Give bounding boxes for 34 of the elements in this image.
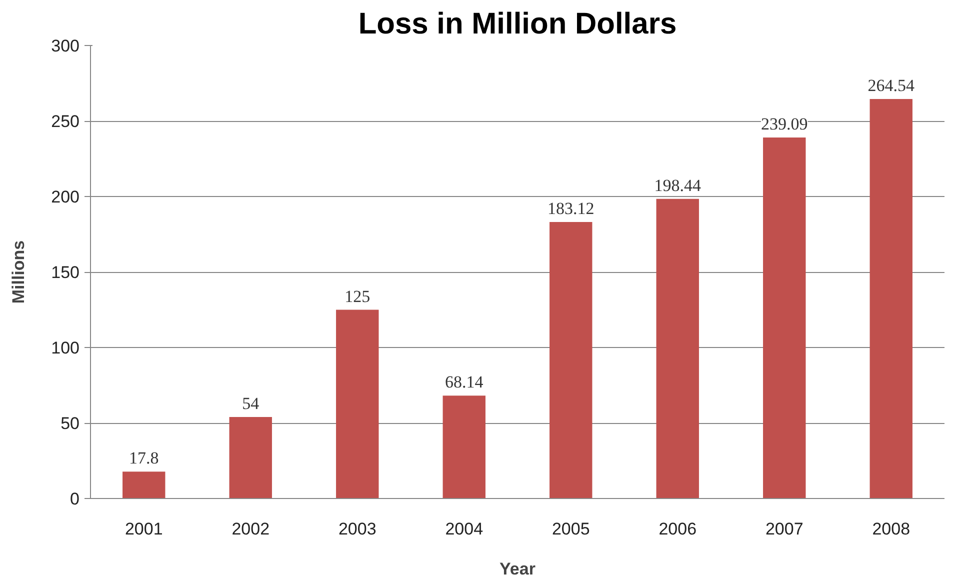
data-label: 239.09 <box>761 114 808 134</box>
bar <box>870 99 912 498</box>
bar <box>656 198 699 498</box>
bar <box>122 472 166 498</box>
bar <box>550 222 592 498</box>
x-tick-label: 2003 <box>338 520 376 538</box>
bar <box>763 137 806 498</box>
y-tick-label: 300 <box>51 36 80 56</box>
data-label: 54 <box>242 394 260 413</box>
bar <box>229 416 272 498</box>
y-tick-label: 100 <box>51 338 80 358</box>
data-label: 17.8 <box>129 448 159 468</box>
data-label: 68.14 <box>445 372 484 392</box>
x-tick-label: 2002 <box>232 520 270 538</box>
x-tick-label: 2001 <box>124 520 163 538</box>
bar <box>442 396 486 498</box>
data-label: 264.54 <box>868 76 915 96</box>
x-tick-label: 2005 <box>552 520 590 538</box>
y-tick-label: 0 <box>70 490 80 508</box>
chart-title: Loss in Million Dollars <box>358 8 677 40</box>
x-tick-label: 2006 <box>658 520 697 538</box>
bar <box>336 310 379 498</box>
y-tick-label: 250 <box>51 112 80 131</box>
data-label: 198.44 <box>654 176 702 195</box>
x-tick-label: 2008 <box>872 520 910 538</box>
y-axis-title: Millions <box>9 240 28 304</box>
x-axis-title: Year <box>500 560 536 578</box>
x-tick-label: 2007 <box>765 520 804 538</box>
y-tick-label: 50 <box>60 414 80 433</box>
data-label: 125 <box>344 286 370 306</box>
y-tick-label: 200 <box>51 188 80 206</box>
y-tick-label: 150 <box>51 263 80 282</box>
x-tick-label: 2004 <box>445 520 484 538</box>
data-label: 183.12 <box>548 198 594 218</box>
